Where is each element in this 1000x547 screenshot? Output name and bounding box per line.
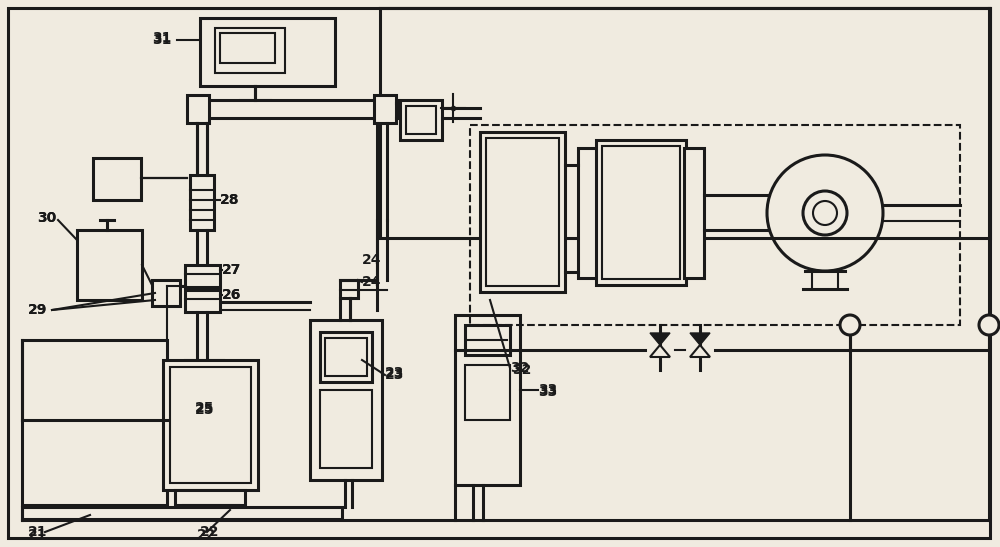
Bar xyxy=(93,158,141,200)
Text: 31: 31 xyxy=(152,33,171,47)
Circle shape xyxy=(979,315,999,335)
Text: 27: 27 xyxy=(222,263,241,277)
Text: 24: 24 xyxy=(362,253,382,267)
Bar xyxy=(190,175,214,230)
Bar xyxy=(170,367,251,483)
Bar xyxy=(486,138,559,286)
Text: 27: 27 xyxy=(222,263,241,277)
Polygon shape xyxy=(650,345,670,357)
Bar xyxy=(602,146,680,279)
Polygon shape xyxy=(690,333,710,345)
Bar xyxy=(684,148,704,278)
Bar xyxy=(163,360,258,490)
Bar xyxy=(310,320,382,480)
Bar xyxy=(596,140,686,285)
Bar xyxy=(215,28,285,73)
Text: 33: 33 xyxy=(538,385,557,399)
Bar xyxy=(152,280,180,306)
Text: 24: 24 xyxy=(362,275,382,289)
Bar xyxy=(191,366,217,389)
Bar xyxy=(320,332,372,382)
Text: 26: 26 xyxy=(222,288,241,302)
Text: 26: 26 xyxy=(222,288,241,302)
Text: 23: 23 xyxy=(385,368,404,382)
Text: 32: 32 xyxy=(510,361,529,375)
Bar xyxy=(465,325,510,355)
Text: 29: 29 xyxy=(28,303,47,317)
Text: 32: 32 xyxy=(512,363,531,377)
Polygon shape xyxy=(690,345,710,357)
Circle shape xyxy=(840,315,860,335)
Text: 30: 30 xyxy=(37,211,56,225)
Bar xyxy=(220,33,275,63)
Bar xyxy=(465,365,510,420)
Polygon shape xyxy=(650,333,670,345)
Bar xyxy=(22,507,342,519)
Text: 25: 25 xyxy=(195,403,214,417)
Text: 31: 31 xyxy=(152,31,171,45)
Bar xyxy=(22,340,167,505)
Bar xyxy=(185,265,220,287)
Bar xyxy=(193,100,398,118)
Text: 29: 29 xyxy=(28,303,47,317)
Bar xyxy=(187,95,209,123)
Bar xyxy=(183,505,238,517)
Text: 21: 21 xyxy=(28,525,48,539)
Bar xyxy=(325,338,367,376)
Text: 25: 25 xyxy=(195,401,214,415)
Bar xyxy=(578,148,598,278)
Text: 33: 33 xyxy=(538,383,557,397)
Text: 30: 30 xyxy=(37,211,56,225)
Bar xyxy=(470,125,960,325)
Bar xyxy=(185,360,223,395)
Bar xyxy=(340,280,358,298)
Circle shape xyxy=(813,201,837,225)
Bar xyxy=(455,315,520,485)
Bar xyxy=(380,8,990,238)
Bar xyxy=(175,490,245,505)
Bar xyxy=(480,132,565,292)
Text: 22: 22 xyxy=(197,528,216,542)
Text: 21: 21 xyxy=(28,528,48,542)
Bar xyxy=(400,100,442,140)
Bar xyxy=(200,18,335,86)
Text: 28: 28 xyxy=(220,193,240,207)
Bar xyxy=(374,95,396,123)
Bar xyxy=(185,290,220,312)
Text: 28: 28 xyxy=(220,193,240,207)
Bar xyxy=(77,230,142,300)
Text: 23: 23 xyxy=(385,366,404,380)
Bar xyxy=(320,390,372,468)
Text: 22: 22 xyxy=(200,525,220,539)
Bar xyxy=(406,106,436,134)
